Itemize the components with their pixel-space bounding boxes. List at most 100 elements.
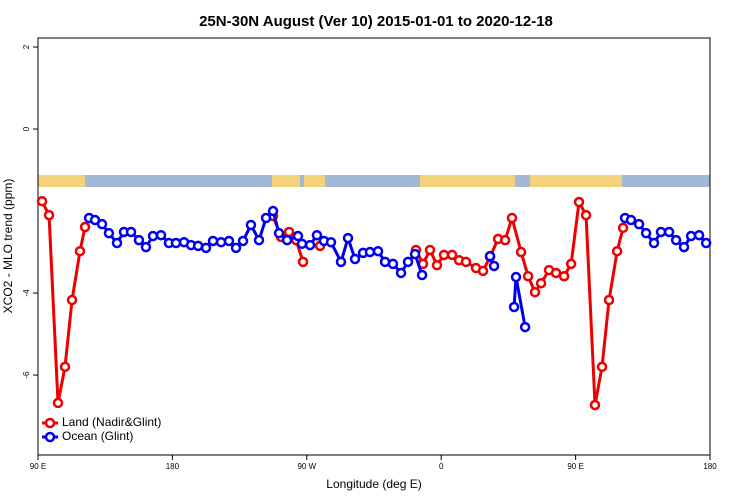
point [325,236,337,248]
point [510,271,522,283]
point [446,249,458,261]
legend-marker [44,431,56,443]
x-tick-label: 90 E [567,462,583,471]
point [304,239,316,251]
point [297,256,309,268]
x-tick-label: 90 W [297,462,316,471]
point [260,212,272,224]
point [499,234,511,246]
point [693,229,705,241]
point [125,226,137,238]
point [230,242,242,254]
point [273,227,285,239]
point [550,267,562,279]
point [596,361,608,373]
point [617,222,629,234]
x-tick-label: 180 [703,462,717,471]
land-band [38,175,85,187]
point [515,246,527,258]
point [387,258,399,270]
land-band [530,175,622,187]
point [79,221,91,233]
point [558,270,570,282]
point [488,260,500,272]
point [477,265,489,277]
point [508,301,520,313]
point [416,269,428,281]
point [43,209,55,221]
point [506,212,518,224]
point [111,237,123,249]
point [522,270,534,282]
point [484,250,496,262]
point [223,235,235,247]
point [292,230,304,242]
point [580,209,592,221]
point [460,256,472,268]
point [253,234,265,246]
point [438,249,450,261]
point [103,227,115,239]
y-axis-label: XCO2 - MLO trend (ppm) [1,179,15,314]
point [155,229,167,241]
point [663,226,675,238]
point [52,397,64,409]
point [678,241,690,253]
x-tick-label: 0 [439,462,444,471]
point [335,256,347,268]
point [535,277,547,289]
point [529,286,541,298]
plot-frame [37,37,711,456]
point [215,236,227,248]
point [281,234,293,246]
legend-label: Ocean (Glint) [62,429,133,443]
point [395,267,407,279]
point [349,253,361,265]
land-band [272,175,300,187]
point [296,238,308,250]
point [36,195,48,207]
point [66,294,78,306]
point [59,361,71,373]
point [685,230,697,242]
point [140,241,152,253]
legend-label: Land (Nadir&Glint) [62,415,161,429]
point [147,230,159,242]
surface-band [38,175,710,187]
point [207,235,219,247]
point [133,234,145,246]
point [625,214,637,226]
point [402,256,414,268]
chart-title: 25N-30N August (Ver 10) 2015-01-01 to 20… [199,13,553,30]
legend-marker [44,417,56,429]
y-tick-label: 0 [22,126,31,131]
land-band [420,175,515,187]
point [573,196,585,208]
x-tick-label: 90 E [30,462,46,471]
point [431,259,443,271]
land-band [304,175,325,187]
point [603,294,615,306]
point [565,258,577,270]
point [372,245,384,257]
y-tick-label: -4 [22,289,31,297]
point [424,244,436,256]
point [633,218,645,230]
point [648,237,660,249]
point [74,245,86,257]
point [519,321,531,333]
point [670,234,682,246]
point [640,227,652,239]
point [96,218,108,230]
x-tick-label: 180 [166,462,180,471]
point [200,242,212,254]
point [311,229,323,241]
series [83,205,712,333]
point [237,235,249,247]
y-tick-label: -6 [22,371,31,379]
point [409,248,421,260]
point [611,245,623,257]
point [283,226,295,238]
point [267,205,279,217]
